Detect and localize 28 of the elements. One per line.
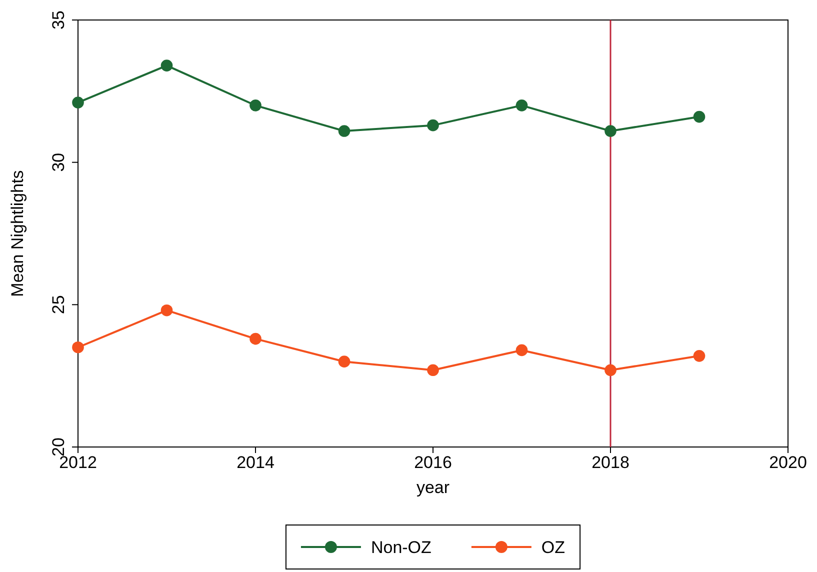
y-tick-label: 25 — [48, 295, 68, 314]
point — [72, 96, 84, 108]
point — [427, 364, 439, 376]
point — [604, 364, 616, 376]
point — [427, 119, 439, 132]
x-tick-label: 2020 — [769, 453, 807, 472]
y-tick-label: 35 — [48, 10, 68, 30]
point — [516, 344, 528, 356]
x-tick-label: 2016 — [414, 453, 452, 472]
x-tick-label: 2018 — [592, 453, 630, 472]
point — [338, 356, 350, 368]
y-tick-label: 20 — [48, 438, 68, 456]
point — [250, 99, 262, 112]
point — [693, 110, 706, 123]
point — [338, 125, 350, 137]
point — [604, 125, 616, 137]
point — [160, 60, 173, 72]
legend-label: OZ — [541, 538, 566, 557]
point — [160, 304, 173, 316]
y-axis-title: Mean Nightlights — [8, 170, 27, 297]
x-tick-label: 2014 — [236, 453, 274, 472]
point — [693, 350, 706, 362]
legend-label: Non-OZ — [370, 538, 432, 557]
point — [250, 332, 262, 345]
y-tick-label: 30 — [48, 152, 68, 172]
x-axis-title: year — [416, 478, 450, 497]
point — [72, 341, 84, 354]
point — [516, 99, 528, 112]
